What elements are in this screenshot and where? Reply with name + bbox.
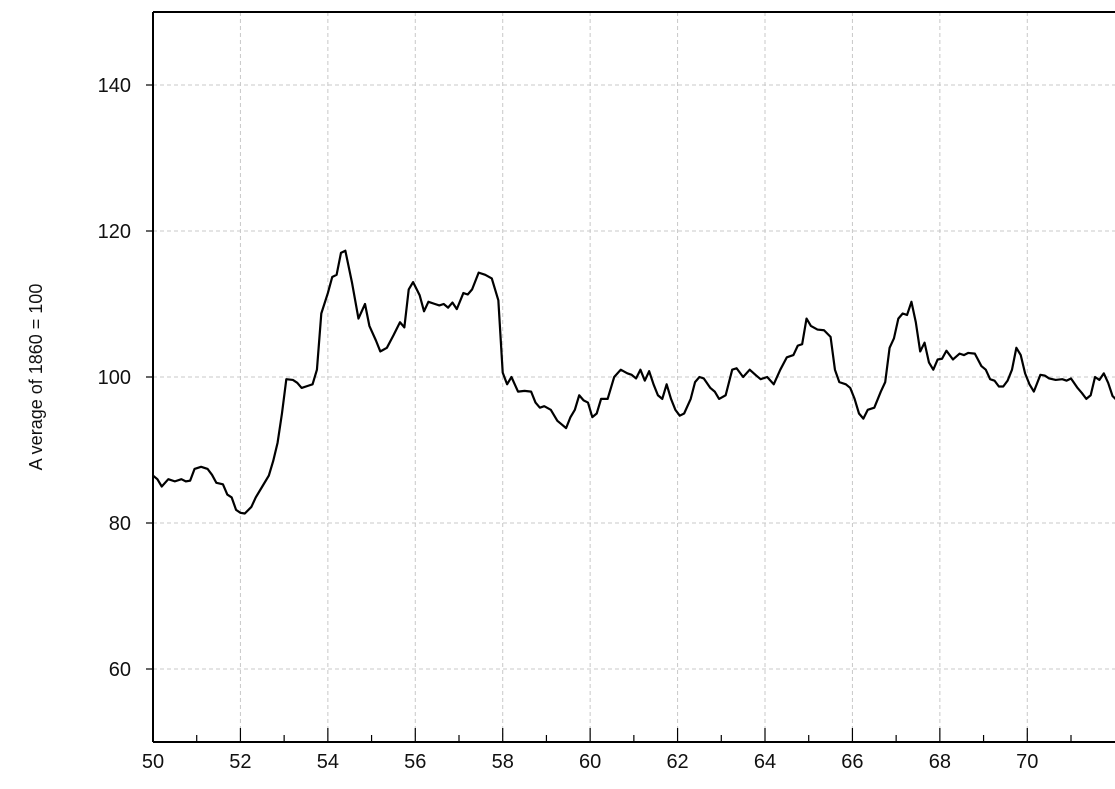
x-tick-label: 70: [1016, 751, 1038, 773]
series-group: [153, 249, 1115, 515]
x-tick-label: 58: [492, 751, 514, 773]
series-line: [153, 249, 1115, 515]
x-tick-label: 68: [929, 751, 951, 773]
x-tick-label: 64: [754, 751, 776, 773]
y-tick-label: 120: [98, 221, 131, 243]
y-tick-label: 60: [109, 659, 131, 681]
y-axis-ticks: 60 80 100 120 140: [98, 75, 153, 681]
x-tick-label: 50: [142, 751, 164, 773]
x-tick-label: 56: [404, 751, 426, 773]
y-tick-label: 80: [109, 513, 131, 535]
y-axis-title: A verage of 1860 = 100: [26, 284, 46, 471]
x-tick-label: 54: [317, 751, 339, 773]
x-tick-label: 62: [666, 751, 688, 773]
x-axis-ticks: 50 52 54 56 58 60 62 64 66 68 70: [142, 728, 1072, 773]
x-tick-label: 60: [579, 751, 601, 773]
x-tick-label: 52: [229, 751, 251, 773]
y-tick-label: 140: [98, 75, 131, 97]
y-tick-label: 100: [98, 367, 131, 389]
x-tick-label: 66: [841, 751, 863, 773]
